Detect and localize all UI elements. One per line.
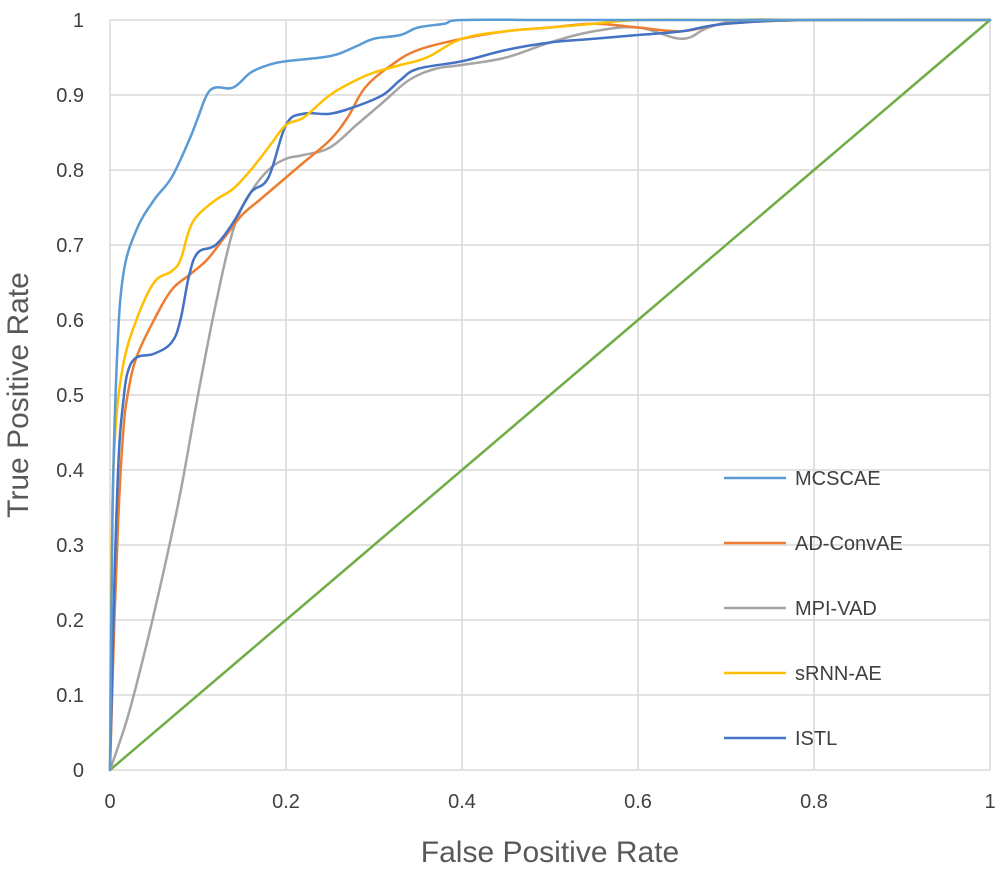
legend-label-istl: ISTL	[795, 728, 837, 750]
y-tick-label: 1	[73, 10, 84, 32]
y-tick-label: 0.7	[56, 235, 84, 257]
y-tick-label: 0.6	[56, 310, 84, 332]
series-line-mcscae	[108, 18, 992, 772]
y-tick-label: 0.9	[56, 85, 84, 107]
y-tick-label: 0.2	[56, 610, 84, 632]
x-axis-title: False Positive Rate	[421, 836, 679, 869]
x-tick-label: 0.8	[800, 791, 828, 813]
series-line-mpi-vad	[108, 18, 992, 772]
y-axis-title: True Positive Rate	[2, 272, 35, 518]
y-tick-label: 0	[73, 760, 84, 782]
y-axis-ticks: 0 0.1 0.2 0.3 0.4 0.5 0.6 0.7 0.8 0.9 1	[56, 10, 84, 782]
y-tick-label: 0.8	[56, 160, 84, 182]
y-tick-label: 0.3	[56, 535, 84, 557]
series-group	[108, 18, 992, 772]
legend-label-mcscae: MCSCAE	[795, 468, 881, 490]
x-tick-label: 0	[104, 791, 115, 813]
legend-label-mpi-vad: MPI-VAD	[795, 598, 877, 620]
x-tick-label: 0.4	[448, 791, 476, 813]
legend: MCSCAE AD-ConvAE MPI-VAD sRNN-AE ISTL	[724, 468, 903, 750]
x-axis-ticks: 0 0.2 0.4 0.6 0.8 1	[104, 791, 995, 813]
x-tick-label: 0.2	[272, 791, 300, 813]
y-tick-label: 0.5	[56, 385, 84, 407]
series-line-ad-convae	[108, 18, 992, 772]
series-line-srnn-ae	[108, 18, 992, 772]
x-tick-label: 0.6	[624, 791, 652, 813]
y-tick-label: 0.4	[56, 460, 84, 482]
x-tick-label: 1	[984, 791, 995, 813]
y-tick-label: 0.1	[56, 685, 84, 707]
legend-label-ad-convae: AD-ConvAE	[795, 533, 903, 555]
series-line-random	[108, 18, 992, 772]
legend-label-srnn-ae: sRNN-AE	[795, 663, 882, 685]
